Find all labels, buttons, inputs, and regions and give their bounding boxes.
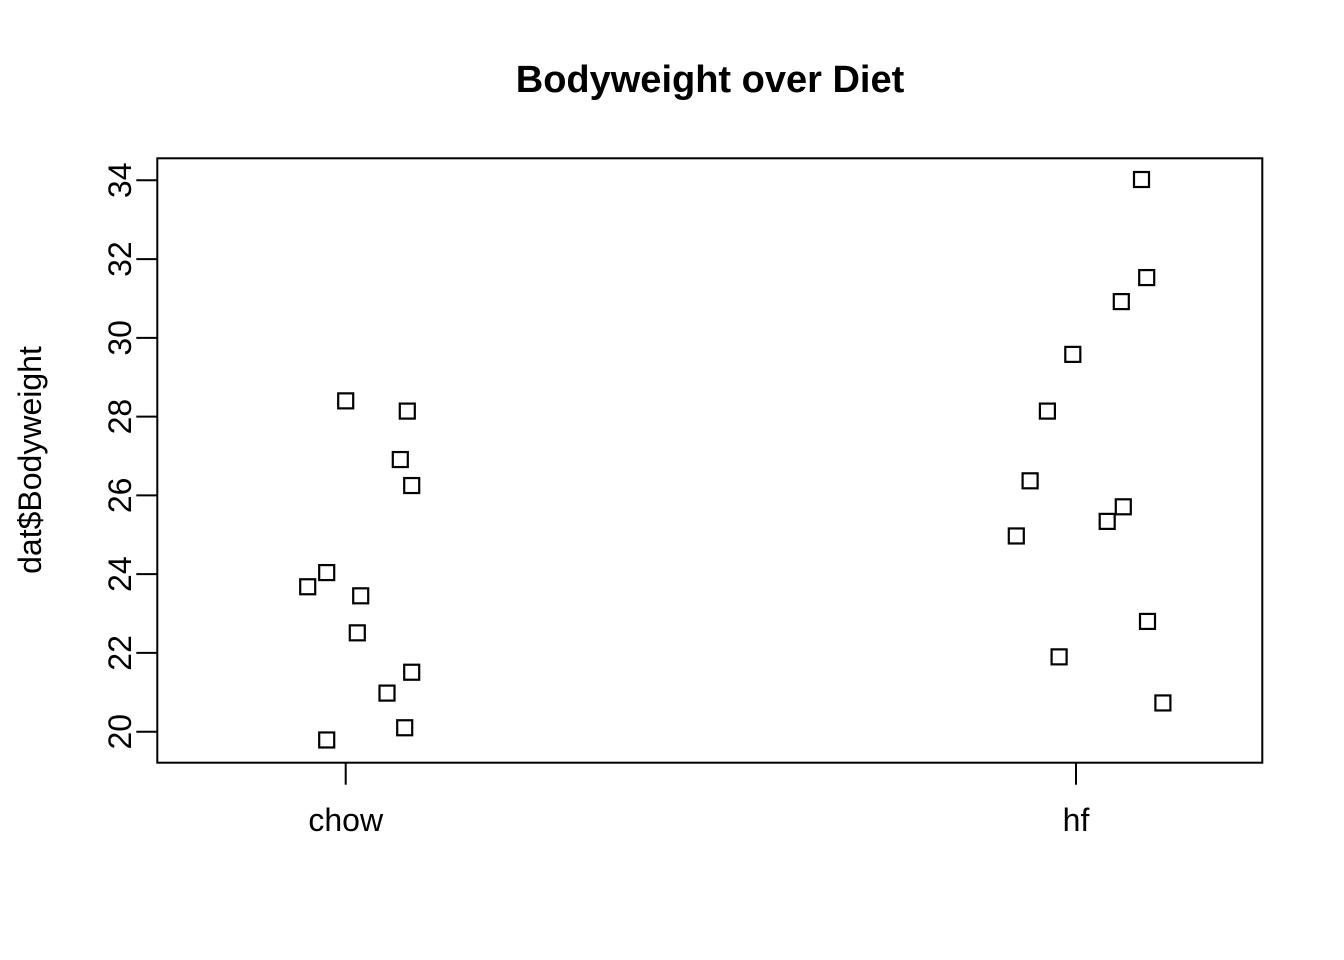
data-point xyxy=(1138,612,1157,631)
y-tick-label: 28 xyxy=(102,399,138,435)
data-point xyxy=(1050,648,1068,666)
data-point xyxy=(299,578,317,596)
data-point xyxy=(1112,293,1130,311)
data-point xyxy=(348,624,366,642)
points-layer xyxy=(299,170,1172,749)
data-point xyxy=(391,450,409,469)
data-point xyxy=(1132,170,1151,189)
y-tick-label: 22 xyxy=(102,635,138,671)
y-tick-label: 26 xyxy=(102,478,138,514)
data-point xyxy=(396,719,414,737)
data-point xyxy=(1038,402,1057,420)
data-point xyxy=(1114,498,1132,516)
y-tick-label: 32 xyxy=(102,241,138,277)
data-point xyxy=(1007,527,1025,545)
data-point xyxy=(1098,512,1116,530)
axes-layer: 20 22 24 26 28 30 32 34 chow hf xyxy=(102,157,1264,838)
data-point xyxy=(1064,345,1082,363)
y-tick-label: 24 xyxy=(102,556,138,592)
data-point xyxy=(318,731,336,749)
data-point xyxy=(403,476,421,495)
y-axis-label: dat$Bodyweight xyxy=(12,346,48,574)
y-tick-label: 20 xyxy=(102,714,138,750)
x-tick-label: hf xyxy=(1063,802,1090,838)
chart-title: Bodyweight over Diet xyxy=(516,59,905,101)
data-point xyxy=(1154,694,1172,712)
data-point xyxy=(352,587,370,605)
y-tick-label: 34 xyxy=(102,162,138,198)
x-tick-label: chow xyxy=(308,802,384,838)
y-tick-label: 30 xyxy=(102,320,138,356)
data-point xyxy=(378,684,396,702)
data-point xyxy=(318,563,336,582)
plot-box xyxy=(156,157,1264,764)
data-point xyxy=(337,392,355,410)
data-point xyxy=(1138,268,1156,287)
data-point xyxy=(403,663,421,681)
data-point xyxy=(1021,472,1039,490)
data-point xyxy=(398,402,416,420)
